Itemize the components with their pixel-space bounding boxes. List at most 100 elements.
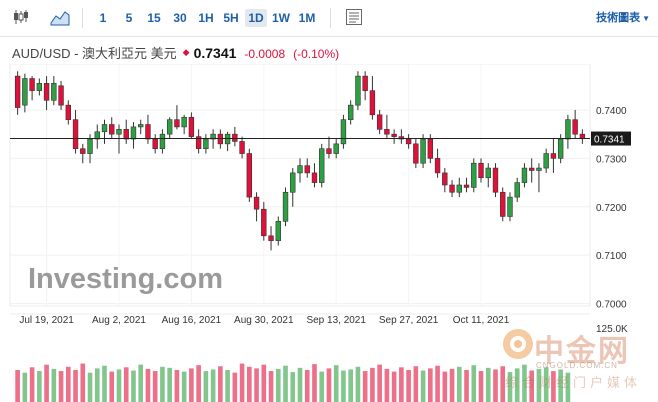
price-chart[interactable]: Investing.com Jul 19, 2021 Aug 2, 2021 Aug… [0, 64, 658, 402]
volume-bar [232, 372, 238, 402]
candle-body [485, 167, 491, 179]
candle-body [123, 129, 129, 140]
volume-bar [145, 368, 151, 402]
candlestick [261, 201, 267, 241]
volume-bar [312, 364, 317, 402]
volume-bar [558, 369, 563, 402]
current-price-tag [591, 131, 631, 146]
candle-body [333, 143, 339, 154]
volume-bar [348, 369, 354, 402]
candle-body [420, 138, 426, 164]
volume-bar [341, 370, 346, 402]
volume-bar [406, 369, 411, 402]
candlestick [521, 163, 528, 188]
volume-bar [80, 363, 86, 402]
y-tick-label: 0.7300 [596, 154, 627, 165]
candle-body [253, 196, 260, 210]
volume-bar [355, 366, 361, 402]
quote-header: AUD/USD - 澳大利亞元 美元 ◆ 0.7341 -0.0008 (-0.… [12, 43, 339, 63]
volume-bar [413, 366, 419, 402]
volume-bar [268, 371, 274, 402]
timeframe-30min[interactable]: 30 [173, 11, 187, 25]
candlestick [536, 163, 542, 193]
timeframe-1d[interactable]: 1D [245, 9, 267, 27]
timeframe-1h[interactable]: 1H [198, 11, 214, 25]
candlestick [340, 114, 347, 149]
x-tick-label: Jul 19, 2021 [19, 315, 74, 326]
volume-bar [297, 367, 303, 402]
volume-bar [362, 371, 368, 402]
candle-body [434, 158, 441, 174]
y-tick-label: 0.7200 [596, 203, 627, 214]
candle-body [442, 172, 448, 186]
timeframe-1w[interactable]: 1W [272, 11, 290, 25]
candlestick [550, 139, 557, 173]
candlestick [355, 71, 361, 110]
x-tick-label: Sep 13, 2021 [306, 315, 366, 326]
volume-bar [551, 371, 556, 402]
volume-bar [529, 370, 535, 402]
candlestick [362, 71, 368, 101]
y-tick-label: 0.7400 [596, 106, 627, 117]
candlestick [434, 148, 441, 178]
candle-body [362, 75, 368, 91]
volume-bar [196, 365, 201, 402]
volume-bar [543, 367, 549, 402]
area-chart-icon[interactable] [50, 8, 70, 31]
candlestick [572, 109, 578, 140]
watermark-site: CNGOLD.COM.CN [536, 361, 618, 370]
timeframe-1min[interactable]: 1 [99, 11, 107, 25]
candlestick [166, 117, 173, 140]
volume-bar [435, 365, 440, 402]
candlestick [145, 114, 151, 144]
candlestick [65, 100, 71, 125]
candle-body [239, 141, 245, 154]
volume-bar [131, 370, 136, 402]
volume-bar [536, 368, 542, 402]
candlestick [14, 71, 21, 115]
volume-bar [102, 365, 107, 402]
candle-body [521, 167, 528, 183]
candlestick [333, 139, 339, 159]
candle-body [557, 138, 564, 159]
volume-bar [87, 372, 93, 402]
candle-body [232, 133, 238, 142]
candle-body [326, 148, 332, 154]
candle-body [36, 83, 43, 91]
volume-bar [160, 366, 165, 402]
candlestick [384, 114, 390, 140]
candlestick [413, 139, 419, 169]
volume-bar [565, 372, 571, 402]
timeframe-15min[interactable]: 15 [147, 11, 161, 25]
candlestick [181, 114, 187, 135]
timeframe-5h[interactable]: 5H [223, 11, 239, 25]
candlestick [174, 105, 180, 130]
volume-bar [44, 364, 49, 402]
volume-bar [109, 371, 115, 402]
volume-bar [37, 371, 42, 402]
candlestick [101, 119, 108, 144]
timeframe-5min[interactable]: 5 [125, 11, 133, 25]
volume-bar [22, 372, 28, 402]
volume-bar [123, 367, 129, 402]
candle-body [152, 138, 158, 149]
candle-body [500, 191, 506, 217]
indicators-icon[interactable] [345, 8, 363, 31]
candlestick-icon[interactable] [12, 8, 30, 31]
watermark-subtitle: 综合财经门户媒体 [505, 376, 642, 391]
candle-body [463, 184, 470, 188]
candle-body [405, 138, 412, 145]
technical-charts-link[interactable]: 技術圖表 ▼ [596, 12, 650, 24]
candlestick [565, 114, 571, 149]
candle-body [138, 124, 144, 128]
candle-body [174, 119, 180, 128]
timeframe-1m[interactable]: 1M [298, 11, 316, 25]
candle-body [203, 138, 209, 149]
candle-body [80, 148, 86, 154]
volume-bar [203, 371, 209, 402]
candlestick [275, 216, 281, 246]
volume-bar [377, 364, 382, 402]
volume-bar [384, 368, 390, 402]
candlestick [22, 73, 28, 113]
volume-bar [449, 368, 455, 402]
